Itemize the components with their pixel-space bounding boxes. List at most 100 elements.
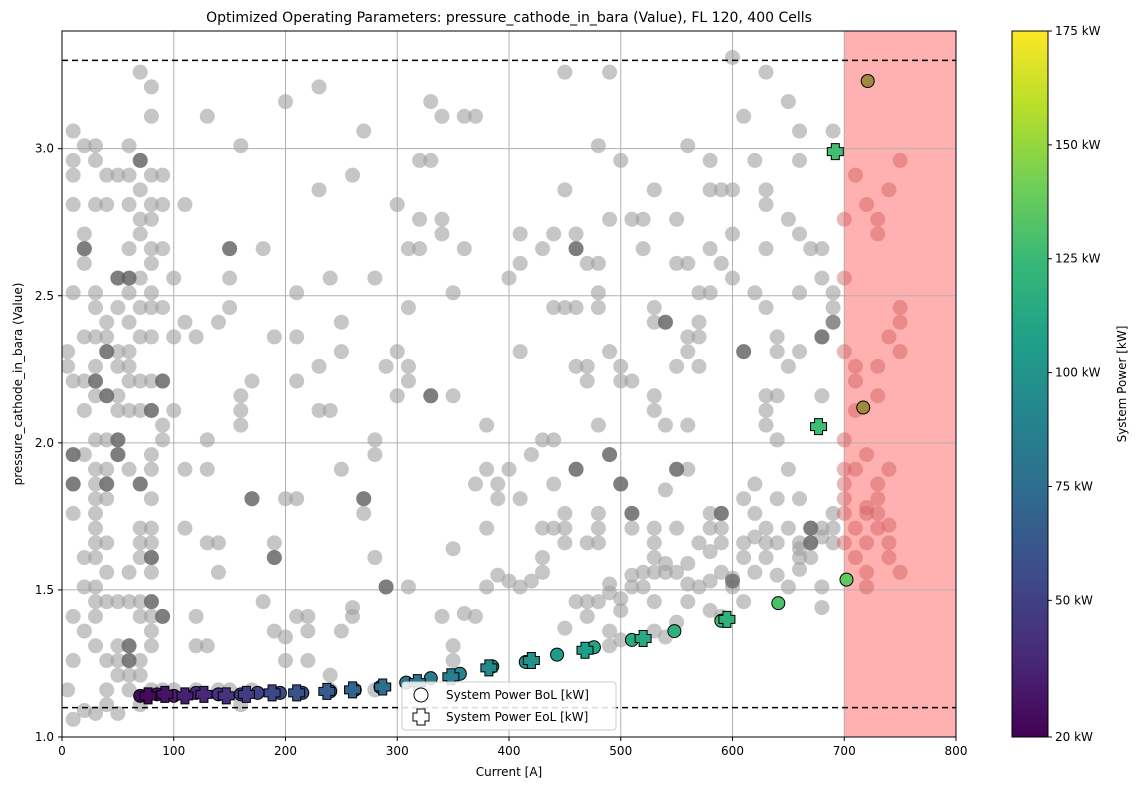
sampled-point (110, 594, 126, 610)
sampled-point (110, 667, 126, 683)
sampled-point (691, 329, 707, 345)
sampled-point (456, 108, 472, 124)
sampled-point (143, 638, 159, 654)
sampled-point (713, 520, 729, 536)
sampled-point (713, 182, 729, 198)
sampled-point (155, 197, 171, 213)
sampled-point (758, 520, 774, 536)
sampled-point (121, 682, 137, 698)
sampled-point (289, 285, 305, 301)
eol-point (810, 418, 828, 436)
sampled-point (110, 705, 126, 721)
sampled-point (814, 388, 830, 404)
sampled-point (88, 197, 104, 213)
sampled-point (836, 432, 852, 448)
y-tick-label: 3.0 (35, 142, 54, 156)
sampled-point (266, 623, 282, 639)
legend-label-eol: System Power EoL [kW] (446, 710, 588, 724)
sampled-point (210, 314, 226, 330)
sampled-point (155, 241, 171, 257)
sampled-point (132, 653, 148, 669)
sampled-point (646, 594, 662, 610)
sampled-point (657, 482, 673, 498)
sampled-point (847, 550, 863, 566)
sampled-point (99, 682, 115, 698)
sampled-point (669, 358, 685, 374)
sampled-point (199, 535, 215, 551)
sampled-point (758, 388, 774, 404)
sampled-point (155, 167, 171, 183)
sampled-point (143, 255, 159, 271)
sampled-point (88, 638, 104, 654)
sampled-point (825, 520, 841, 536)
sampled-point (255, 241, 271, 257)
sampled-point (870, 476, 886, 492)
eol-point (718, 610, 736, 628)
sampled-point (88, 152, 104, 168)
sampled-point (792, 535, 808, 551)
sampled-point (99, 535, 115, 551)
sampled-point (769, 432, 785, 448)
sampled-point (568, 594, 584, 610)
sampled-point (99, 314, 115, 330)
sampled-point (859, 447, 875, 463)
sampled-point (65, 608, 81, 624)
sampled-point (892, 314, 908, 330)
sampled-point (479, 520, 495, 536)
sampled-point (568, 300, 584, 316)
x-axis-label: Current [A] (476, 765, 542, 779)
sampled-point (769, 329, 785, 345)
sampled-point (177, 197, 193, 213)
sampled-point (132, 329, 148, 345)
sampled-point (769, 535, 785, 551)
sampled-point (635, 211, 651, 227)
sampled-point (713, 505, 729, 521)
sampled-point (423, 94, 439, 110)
sampled-point (736, 594, 752, 610)
sampled-point (356, 505, 372, 521)
sampled-point (680, 594, 696, 610)
sampled-point (155, 417, 171, 433)
sampled-point (736, 535, 752, 551)
sampled-point (825, 535, 841, 551)
sampled-point (65, 167, 81, 183)
sampled-point (602, 344, 618, 360)
sampled-point (76, 329, 92, 345)
x-tick-label: 800 (945, 744, 968, 758)
sampled-point (859, 197, 875, 213)
sampled-point (143, 167, 159, 183)
sampled-point (166, 329, 182, 345)
sampled-point (780, 358, 796, 374)
sampled-point (467, 608, 483, 624)
sampled-point (110, 344, 126, 360)
sampled-point (590, 417, 606, 433)
sampled-point (143, 447, 159, 463)
sampled-point (535, 241, 551, 257)
legend: System Power BoL [kW] System Power EoL [… (401, 681, 617, 731)
colorbar-tick-label: 125 kW (1055, 252, 1101, 266)
sampled-point (646, 182, 662, 198)
sampled-point (434, 108, 450, 124)
sampled-point (758, 535, 774, 551)
colorbar-ticks: 20 kW 50 kW 75 kW 100 kW 125 kW 150 kW 175 kW (1048, 24, 1101, 744)
sampled-point (836, 535, 852, 551)
sampled-point (546, 520, 562, 536)
sampled-point (725, 182, 740, 198)
sampled-point (99, 564, 115, 580)
sampled-point (233, 417, 249, 433)
sampled-point (110, 358, 126, 374)
sampled-point (333, 344, 349, 360)
sampled-point (803, 550, 819, 566)
sampled-point (445, 285, 461, 301)
sampled-point (110, 653, 126, 669)
sampled-point (400, 300, 416, 316)
sampled-point (121, 461, 137, 477)
sampled-point (769, 344, 785, 360)
sampled-point (847, 520, 863, 536)
sampled-point (412, 152, 428, 168)
sampled-point (769, 567, 785, 583)
eol-point (176, 687, 194, 705)
sampled-point (590, 505, 606, 521)
sampled-point (859, 505, 875, 521)
